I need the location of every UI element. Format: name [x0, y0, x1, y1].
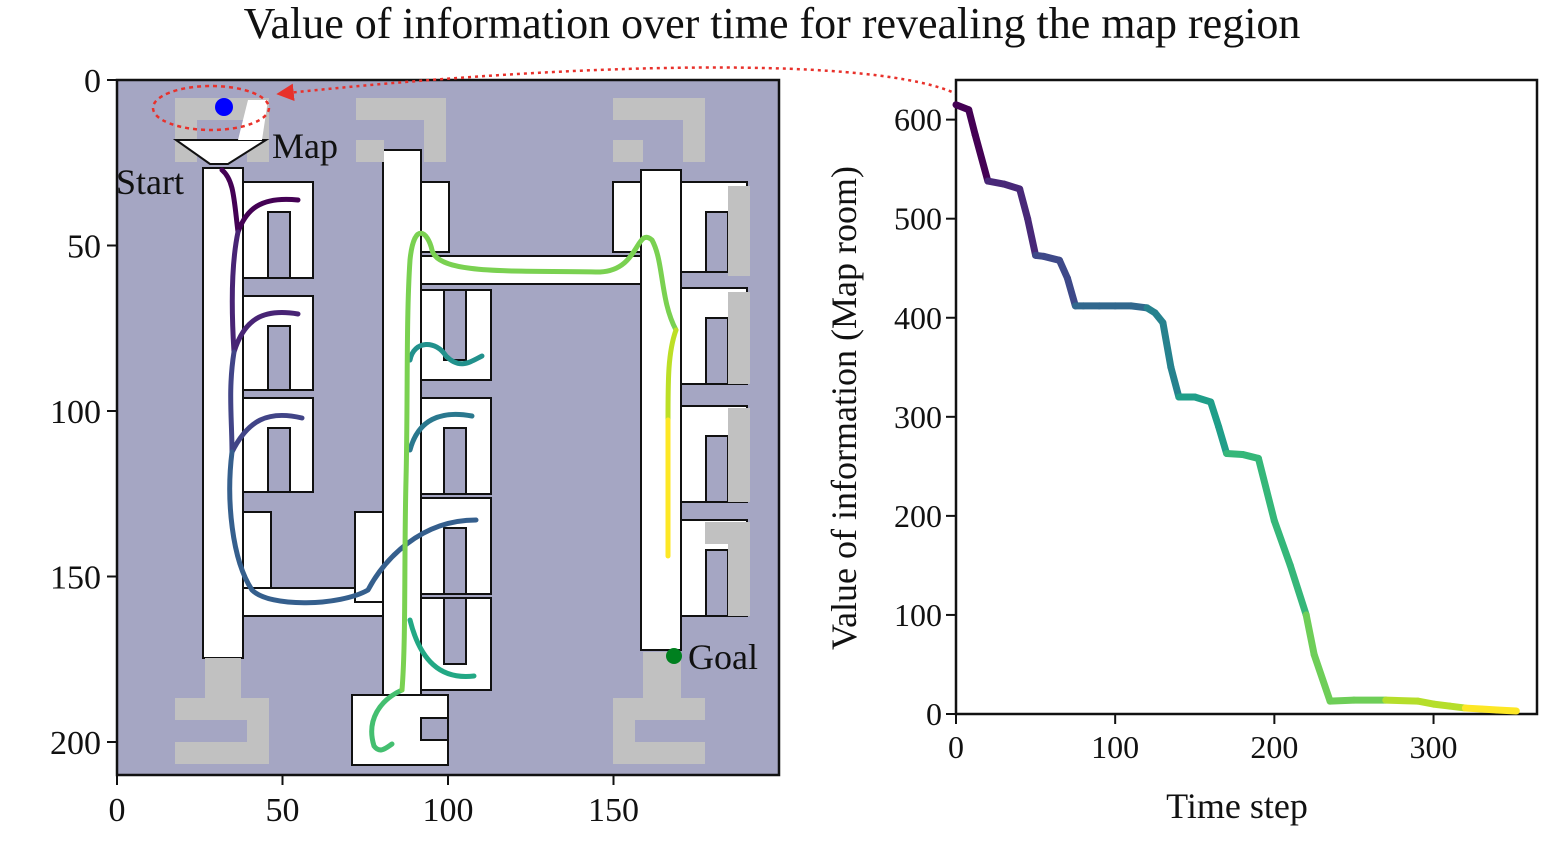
map-region-connector-arrow: [276, 66, 965, 102]
map-y-tick-label: 100: [50, 394, 101, 431]
trajectory-segment: [407, 342, 485, 367]
voi-line-segment: [1167, 363, 1183, 401]
voi-line-segment: [1215, 423, 1231, 457]
map-x-tick-label: 0: [109, 792, 126, 829]
trajectory-segment: [369, 687, 405, 753]
voi-line-segment: [965, 106, 979, 138]
voi-line-segment: [1326, 696, 1358, 705]
map-start-opening: [238, 100, 268, 140]
voi-y-tick-label: 0: [926, 696, 942, 732]
map-x-tick-label: 100: [423, 792, 474, 829]
figure-title: Value of information over time for revea…: [243, 0, 1301, 48]
voi-y-axis-label: Value of information (Map room): [824, 166, 864, 650]
voi-x-tick-label: 200: [1250, 729, 1298, 765]
map-region-highlight: [151, 84, 271, 132]
voi-line-segment: [1302, 611, 1318, 659]
goal-label: Goal: [688, 637, 758, 677]
map-y-tick-label: 50: [67, 229, 101, 266]
voi-line-panel: 0 100 200 300 0 100 200 300 400 500 600 Time step…: [824, 78, 1539, 826]
voi-y-tick-label: 400: [894, 300, 942, 336]
voi-x-axis: 0 100 200 300: [948, 714, 1458, 765]
voi-y-tick-label: 500: [894, 201, 942, 237]
start-label: Start: [116, 162, 184, 202]
voi-y-tick-label: 200: [894, 498, 942, 534]
goal-marker: [666, 648, 682, 664]
trajectory-segment: [665, 327, 679, 423]
voi-y-tick-label: 100: [894, 597, 942, 633]
trajectory-segment: [407, 617, 477, 679]
trajectory-segment: [407, 411, 475, 453]
robot-trajectory: [219, 167, 679, 753]
voi-x-tick-label: 300: [1410, 729, 1458, 765]
voi-line-segment: [1254, 454, 1278, 525]
voi-line-segment: [1286, 561, 1310, 619]
map-y-tick-label: 150: [50, 560, 101, 597]
voi-line: [952, 101, 1520, 715]
voi-x-axis-label: Time step: [1166, 786, 1308, 826]
voi-line-segment: [1493, 706, 1520, 715]
voi-line-segment: [1270, 517, 1294, 569]
trajectory-segment: [399, 230, 679, 693]
start-marker: [215, 98, 233, 116]
map-unexplored-regions: [175, 98, 750, 764]
voi-line-segment: [1382, 696, 1422, 705]
voi-y-tick-label: 600: [894, 102, 942, 138]
voi-line-segment: [1207, 398, 1223, 431]
map-x-tick-label: 50: [266, 792, 300, 829]
voi-plot-frame: [954, 78, 1539, 716]
voi-x-tick-label: 100: [1091, 729, 1139, 765]
map-x-tick-label: 150: [588, 792, 639, 829]
voi-x-tick-label: 0: [948, 729, 964, 765]
voi-y-tick-label: 300: [894, 399, 942, 435]
map-start-funnel: [172, 139, 270, 165]
voi-line-segment: [971, 130, 992, 185]
map-y-tick-label: 0: [84, 63, 101, 100]
map-panel: Map Start Goal 0 50 100 150 0 50 100 150 200: [50, 63, 781, 829]
voi-y-axis: 0 100 200 300 400 500 600: [894, 102, 956, 732]
voi-line-segment: [1159, 319, 1175, 371]
voi-line-segment: [1063, 274, 1079, 310]
voi-line-segment: [1016, 185, 1032, 223]
map-y-tick-label: 200: [50, 725, 101, 762]
map-label: Map: [272, 126, 338, 166]
map-x-axis: 0 50 100 150: [109, 775, 639, 829]
voi-line-segment: [1024, 215, 1040, 259]
map-y-axis: 0 50 100 150 200: [50, 63, 117, 762]
voi-line-segment: [1310, 651, 1334, 705]
